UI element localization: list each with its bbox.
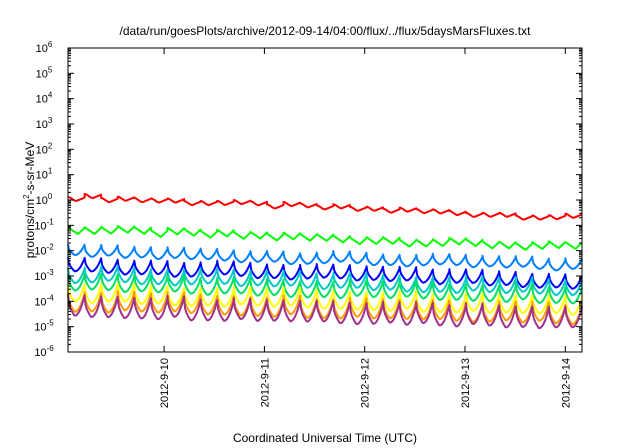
y-tick-label-exponent: -6 <box>47 344 55 353</box>
y-tick-label-exponent: 4 <box>48 91 53 100</box>
y-tick-label-base: 10 <box>36 195 48 207</box>
series-line <box>67 272 583 305</box>
series-line <box>67 243 583 272</box>
y-tick-label-base: 10 <box>34 322 46 334</box>
series-line <box>67 256 583 290</box>
y-tick-label-exponent: -3 <box>47 268 55 277</box>
y-tick-label-base: 10 <box>34 246 46 258</box>
y-tick-label-exponent: 1 <box>48 167 53 176</box>
y-tick-label: 104 <box>36 91 53 106</box>
y-tick-label-exponent: 2 <box>48 141 53 150</box>
y-tick-label: 106 <box>36 40 53 55</box>
y-axis-label-superscript: 2 <box>22 194 31 199</box>
y-tick-label-exponent: -4 <box>47 293 55 302</box>
chart-title: /data/run/goesPlots/archive/2012-09-14/0… <box>120 24 532 38</box>
y-tick-label-base: 10 <box>34 296 46 308</box>
y-tick-label-exponent: 3 <box>48 116 53 125</box>
y-tick-label-base: 10 <box>36 170 48 182</box>
y-tick-label: 10-1 <box>34 217 54 232</box>
y-tick-label-base: 10 <box>36 68 48 80</box>
x-tick-label: 2012-9-10 <box>159 358 171 408</box>
y-tick-label-exponent: 5 <box>48 65 53 74</box>
y-tick-label-exponent: 6 <box>48 40 53 49</box>
y-tick-label-base: 10 <box>36 144 48 156</box>
y-tick-label: 105 <box>36 65 53 80</box>
y-tick-label-exponent: -2 <box>47 243 55 252</box>
series-line <box>67 282 583 316</box>
x-tick-label: 2012-9-11 <box>259 358 271 407</box>
y-tick-label-base: 10 <box>36 94 48 106</box>
series-line <box>67 193 583 221</box>
y-tick-label: 101 <box>36 167 53 182</box>
series-line <box>67 225 583 251</box>
y-tick-label-base: 10 <box>34 347 46 359</box>
y-tick-label: 103 <box>36 116 53 131</box>
y-axis-label-suffix: -s-sr-MeV <box>23 142 37 195</box>
y-tick-label: 100 <box>36 192 53 207</box>
y-tick-label: 10-3 <box>34 268 54 283</box>
series-line <box>67 290 583 326</box>
y-axis-label-prefix: protons/cm <box>23 199 37 258</box>
y-tick-label: 10-6 <box>34 344 54 359</box>
y-tick-label: 10-5 <box>34 319 54 334</box>
y-axis: 10-610-510-410-310-210-11001011021031041… <box>34 40 582 359</box>
x-tick-label: 2012-9-13 <box>460 358 472 408</box>
x-axis: 2012-9-10 2012-9-11 2012-9-12 2012-9-13 2012… <box>159 48 572 408</box>
y-tick-label-exponent: -1 <box>47 217 55 226</box>
series-line <box>67 294 583 330</box>
y-tick-label: 102 <box>36 141 53 156</box>
y-axis-label: protons/cm2-s-sr-MeV <box>22 142 37 258</box>
series-layer <box>67 193 583 330</box>
x-axis-label: Coordinated Universal Time (UTC) <box>233 431 417 445</box>
x-tick-label: 2012-9-14 <box>560 358 572 408</box>
y-tick-label: 10-4 <box>34 293 54 308</box>
y-tick-label-base: 10 <box>36 119 48 131</box>
y-tick-label-exponent: 0 <box>48 192 53 201</box>
y-tick-label-exponent: -5 <box>47 319 55 328</box>
y-tick-label-base: 10 <box>34 271 46 283</box>
series-line <box>67 265 583 297</box>
y-tick-label-base: 10 <box>34 220 46 232</box>
y-tick-label-base: 10 <box>36 43 48 55</box>
y-tick-label: 10-2 <box>34 243 54 258</box>
x-tick-label: 2012-9-12 <box>360 358 372 408</box>
